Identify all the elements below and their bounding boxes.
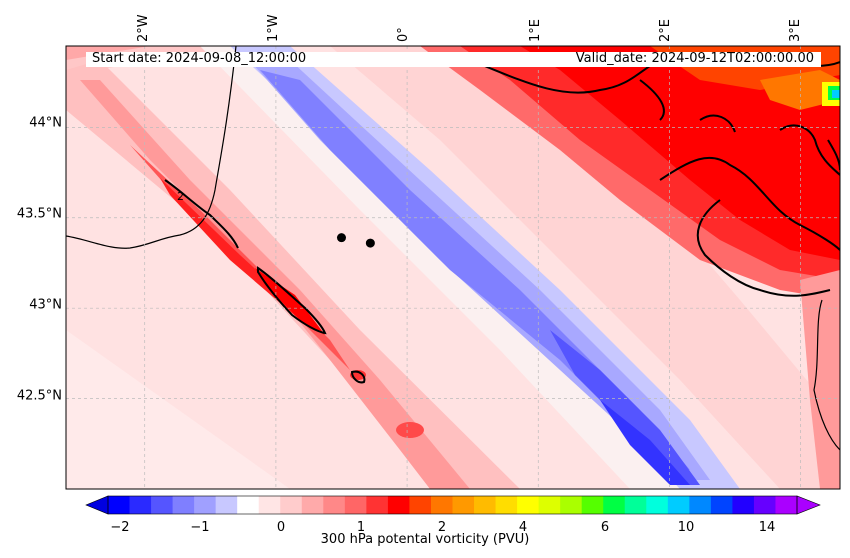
station-marker	[336, 233, 346, 243]
colorbar-segment	[151, 496, 174, 514]
lat-label-44n: 44°N	[29, 115, 62, 131]
colorbar-segment	[280, 496, 303, 514]
station-markers	[336, 233, 375, 248]
valid-date-label: Valid_date: 2024-09-12T02:00:00.00	[575, 51, 814, 66]
colorbar-segment	[517, 496, 540, 514]
lat-label-43n: 43°N	[29, 297, 62, 313]
colorbar-tick: 1	[356, 520, 366, 535]
colorbar-tick: 4	[518, 520, 528, 535]
colorbar-segment	[344, 496, 367, 514]
colorbar-segment	[215, 496, 238, 514]
colorbar-segment	[409, 496, 432, 514]
colorbar-tick: 14	[758, 520, 776, 535]
colorbar-segment	[581, 496, 604, 514]
lat-label-43-5n: 43.5°N	[16, 206, 62, 222]
colorbar-tick: −2	[110, 520, 130, 535]
colorbar-segment	[474, 496, 497, 514]
colorbar-segment	[430, 496, 453, 514]
colorbar-segment	[237, 496, 260, 514]
colorbar-segment	[710, 496, 733, 514]
start-date-label: Start date: 2024-09-08_12:00:00	[92, 51, 307, 66]
lat-label-42-5n: 42.5°N	[16, 388, 62, 404]
colorbar-segment	[108, 496, 131, 514]
colorbar-max-arrow	[796, 495, 821, 515]
colorbar-segment	[560, 496, 583, 514]
lon-label-3e: 3°E	[788, 19, 803, 42]
colorbar-segment	[495, 496, 518, 514]
lon-label-0: 0°	[396, 27, 411, 42]
colorbar-segment	[172, 496, 195, 514]
colorbar-segment	[753, 496, 776, 514]
colorbar-segment	[538, 496, 561, 514]
colorbar-tick: −1	[190, 520, 210, 535]
colorbar-min-arrow	[85, 495, 109, 515]
colorbar-segment	[452, 496, 475, 514]
lon-label-2w: 2°W	[136, 14, 151, 42]
lon-label-1w: 1°W	[266, 14, 281, 42]
colorbar-segment	[258, 496, 281, 514]
gridlines	[66, 46, 840, 489]
colorbar-frame	[107, 495, 798, 515]
lon-label-1e: 1°E	[528, 19, 543, 42]
colorbar-segment	[732, 496, 755, 514]
title-strip	[86, 52, 821, 67]
colorbar-segment	[129, 496, 152, 514]
colorbar-segment	[689, 496, 712, 514]
colorbar-tick: 6	[600, 520, 610, 535]
colorbar-tick: 0	[276, 520, 286, 535]
colorbar	[85, 495, 821, 515]
colorbar-segment	[194, 496, 217, 514]
pv-field: 2	[66, 46, 840, 489]
colorbar-segment	[387, 496, 410, 514]
colorbar-tick: 2	[437, 520, 447, 535]
station-marker	[365, 238, 375, 248]
svg-text:2: 2	[177, 190, 184, 203]
colorbar-segment	[775, 496, 798, 514]
colorbar-segment	[301, 496, 324, 514]
map-frame	[65, 45, 841, 490]
colorbar-segment	[646, 496, 669, 514]
colorbar-segment	[323, 496, 346, 514]
colorbar-tick: 10	[677, 520, 695, 535]
colorbar-segment	[667, 496, 690, 514]
colorbar-label: 300 hPa potental vorticity (PVU)	[320, 532, 530, 547]
colorbar-segment	[603, 496, 626, 514]
colorbar-segment	[366, 496, 389, 514]
colorbar-segment	[624, 496, 647, 514]
lon-label-2e: 2°E	[658, 19, 673, 42]
